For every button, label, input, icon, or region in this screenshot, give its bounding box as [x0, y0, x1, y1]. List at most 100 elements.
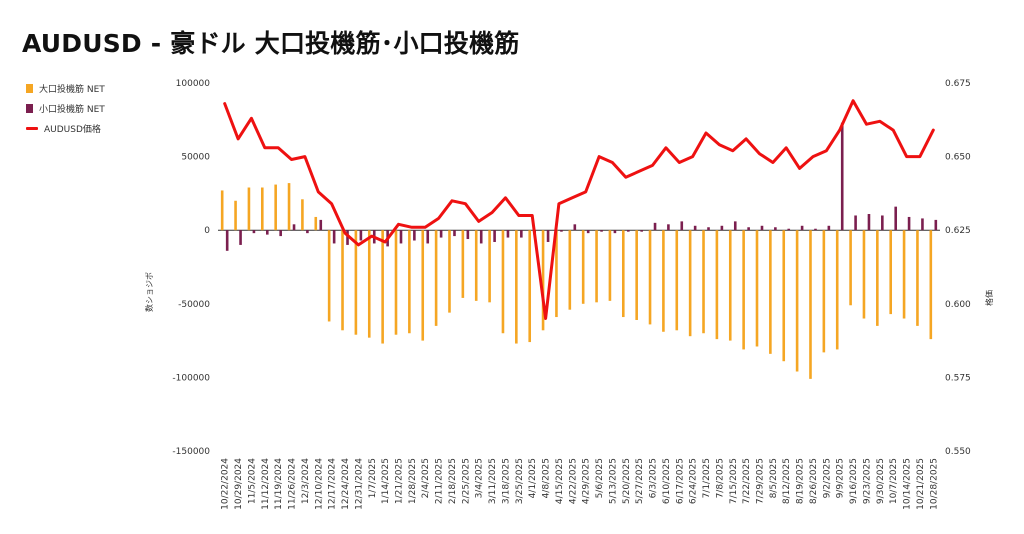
bar-large-net: [889, 230, 893, 315]
bar-small-net: [252, 230, 256, 234]
bar-small-net: [439, 230, 443, 238]
bar-large-net: [408, 230, 411, 334]
bar-large-net: [876, 230, 879, 326]
y-right-tick-label: 0.675: [945, 79, 971, 89]
x-tick-label: 3/4/2025: [475, 458, 485, 498]
bar-large-net: [327, 230, 331, 322]
x-tick-label: 4/15/2025: [555, 458, 565, 504]
x-tick-label: 10/29/2024: [234, 458, 244, 510]
x-tick-label: 4/8/2025: [542, 458, 552, 498]
bar-small-net: [600, 230, 603, 232]
bar-large-net: [274, 184, 277, 231]
bar-large-net: [581, 230, 585, 304]
x-tick-label: 12/24/2024: [341, 458, 351, 510]
x-tick-label: 7/22/2025: [742, 458, 752, 504]
bar-large-net: [849, 230, 852, 306]
price-line: [223, 99, 935, 320]
x-tick-label: 3/18/2025: [502, 458, 512, 504]
bar-small-net: [774, 227, 777, 231]
x-tick-label: 8/19/2025: [796, 458, 806, 504]
bar-large-net: [795, 230, 799, 372]
bar-large-net: [421, 230, 425, 341]
bar-small-net: [707, 227, 710, 231]
x-tick-label: 11/19/2024: [274, 458, 284, 510]
x-tick-label: 1/7/2025: [368, 458, 378, 498]
bar-small-net: [733, 221, 737, 231]
bar-small-net: [921, 218, 924, 231]
x-tick-label: 9/9/2025: [836, 458, 846, 498]
x-tick-label: 9/23/2025: [863, 458, 873, 504]
bar-large-net: [528, 230, 532, 343]
bar-large-net: [688, 230, 692, 337]
bar-small-net: [586, 230, 590, 234]
bar-large-net: [461, 230, 465, 298]
x-tick-label: 4/29/2025: [582, 458, 592, 504]
bar-large-net: [434, 230, 438, 326]
x-tick-label: 9/30/2025: [876, 458, 886, 504]
x-tick-label: 8/5/2025: [769, 458, 779, 498]
x-tick-label: 4/22/2025: [568, 458, 578, 504]
x-tick-label: 5/27/2025: [635, 458, 645, 504]
y-right-tick-label: 0.625: [945, 226, 971, 236]
bar-small-net: [346, 230, 349, 245]
bar-small-net: [800, 225, 804, 231]
bar-small-net: [934, 219, 938, 231]
bar-small-net: [640, 230, 643, 232]
bar-large-net: [862, 230, 866, 319]
bar-small-net: [881, 215, 884, 231]
bar-small-net: [306, 230, 309, 234]
x-tick-label: 7/1/2025: [702, 458, 712, 498]
bar-small-net: [292, 224, 296, 231]
bar-large-net: [381, 230, 384, 344]
bar-small-net: [626, 230, 630, 232]
x-tick-label: 12/17/2024: [328, 458, 338, 510]
bar-large-net: [287, 183, 291, 231]
bar-large-net: [367, 230, 371, 338]
bar-small-net: [854, 215, 857, 231]
bar-large-net: [662, 230, 665, 332]
x-tick-label: 9/2/2025: [822, 458, 832, 498]
x-tick-label: 5/6/2025: [595, 458, 605, 498]
bar-large-net: [541, 230, 545, 331]
x-tick-label: 12/10/2024: [314, 458, 324, 510]
x-tick-label: 2/4/2025: [421, 458, 431, 498]
bar-large-net: [902, 230, 906, 319]
bar-large-net: [341, 230, 344, 331]
x-tick-label: 11/5/2024: [247, 458, 257, 504]
legend-item-price: AUDUSD価格: [26, 118, 105, 138]
legend-swatch-price: [26, 126, 38, 130]
bar-large-net: [702, 230, 705, 334]
x-tick-label: 11/12/2024: [261, 458, 271, 510]
bar-small-net: [747, 227, 750, 231]
y-right-tick-label: 0.600: [945, 300, 971, 310]
x-tick-label: 3/11/2025: [488, 458, 498, 504]
legend-label-price: AUDUSD価格: [44, 124, 101, 135]
x-tick-label: 5/20/2025: [622, 458, 632, 504]
bar-large-net: [648, 230, 652, 325]
bar-large-net: [220, 190, 224, 231]
y-right-tick-label: 0.575: [945, 373, 971, 383]
bar-large-net: [354, 230, 358, 335]
legend-item-small: 小口投機筋 NET: [26, 98, 105, 118]
x-tick-label: 1/28/2025: [408, 458, 418, 504]
bar-large-net: [635, 230, 638, 320]
bar-small-net: [239, 230, 242, 245]
legend-item-large: 大口投機筋 NET: [26, 78, 105, 98]
y-right-tick-label: 0.550: [945, 447, 971, 457]
bar-large-net: [394, 230, 398, 335]
bar-small-net: [265, 230, 269, 235]
bar-large-net: [515, 230, 518, 344]
bar-large-net: [488, 230, 491, 303]
bar-small-net: [787, 228, 791, 231]
bar-small-net: [720, 225, 724, 231]
bar-small-net: [453, 230, 456, 237]
bar-small-net: [332, 230, 336, 244]
bar-small-net: [479, 230, 483, 244]
bar-large-net: [314, 216, 318, 231]
bar-small-net: [907, 216, 911, 231]
bar-large-net: [835, 230, 839, 350]
bar-small-net: [319, 219, 323, 231]
bar-small-net: [573, 224, 577, 231]
bar-large-net: [621, 230, 625, 318]
